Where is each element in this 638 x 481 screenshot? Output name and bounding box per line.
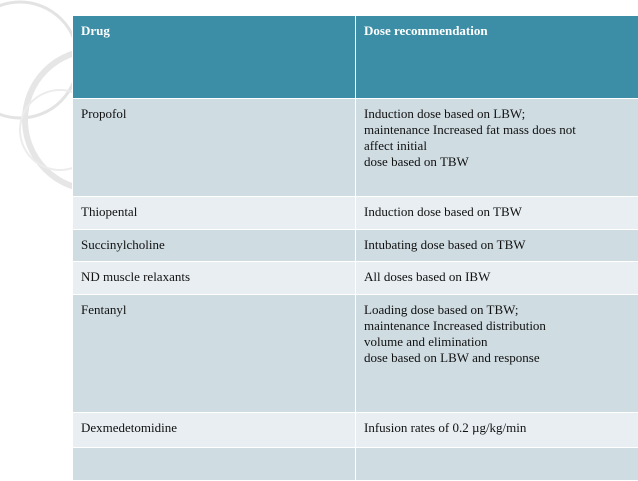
- table-row: Thiopental Induction dose based on TBW: [73, 197, 638, 230]
- table-row: ND muscle relaxants All doses based on IB…: [73, 262, 638, 295]
- table-cell: [356, 448, 638, 481]
- cell-line: Fentanyl: [81, 302, 347, 318]
- table-row: [73, 448, 638, 481]
- cell-line: Induction dose based on LBW;: [364, 106, 630, 122]
- dose-table: Drug Dose recommendation Propofol Inducti…: [72, 15, 638, 481]
- header-cell: Dose recommendation: [356, 16, 638, 99]
- cell-line: Thiopental: [81, 204, 347, 220]
- table-cell: ND muscle relaxants: [73, 262, 356, 295]
- cell-line: All doses based on IBW: [364, 269, 630, 285]
- table-cell: Intubating dose based on TBW: [356, 230, 638, 262]
- cell-line: Dexmedetomidine: [81, 420, 347, 436]
- cell-line: dose based on LBW and response: [364, 350, 630, 366]
- table-row: Fentanyl Loading dose based on TBW;mainte…: [73, 295, 638, 413]
- table-cell: All doses based on IBW: [356, 262, 638, 295]
- table-cell: [73, 448, 356, 481]
- table-cell: Dexmedetomidine: [73, 413, 356, 448]
- table-cell: Loading dose based on TBW;maintenance In…: [356, 295, 638, 413]
- cell-line: Loading dose based on TBW;: [364, 302, 630, 318]
- cell-line: maintenance Increased fat mass does not: [364, 122, 630, 138]
- table-cell: Induction dose based on TBW: [356, 197, 638, 230]
- cell-line: Propofol: [81, 106, 347, 122]
- cell-line: maintenance Increased distribution: [364, 318, 630, 334]
- header-row: Drug Dose recommendation: [73, 16, 638, 99]
- table-cell: Fentanyl: [73, 295, 356, 413]
- cell-line: volume and elimination: [364, 334, 630, 350]
- cell-line: Infusion rates of 0.2 µg/kg/min: [364, 420, 630, 436]
- header-cell: Drug: [73, 16, 356, 99]
- table-cell: Thiopental: [73, 197, 356, 230]
- table-cell: Infusion rates of 0.2 µg/kg/min: [356, 413, 638, 448]
- table-cell: Propofol: [73, 99, 356, 197]
- table-cell: Succinylcholine: [73, 230, 356, 262]
- cell-line: Intubating dose based on TBW: [364, 237, 630, 253]
- table-row: Dexmedetomidine Infusion rates of 0.2 µg/…: [73, 413, 638, 448]
- table-row: Propofol Induction dose based on LBW;main…: [73, 99, 638, 197]
- cell-line: ND muscle relaxants: [81, 269, 347, 285]
- table-row: Succinylcholine Intubating dose based on …: [73, 230, 638, 262]
- table-cell: Induction dose based on LBW;maintenance …: [356, 99, 638, 197]
- cell-line: dose based on TBW: [364, 154, 630, 170]
- cell-line: Succinylcholine: [81, 237, 347, 253]
- cell-line: affect initial: [364, 138, 630, 154]
- cell-line: Induction dose based on TBW: [364, 204, 630, 220]
